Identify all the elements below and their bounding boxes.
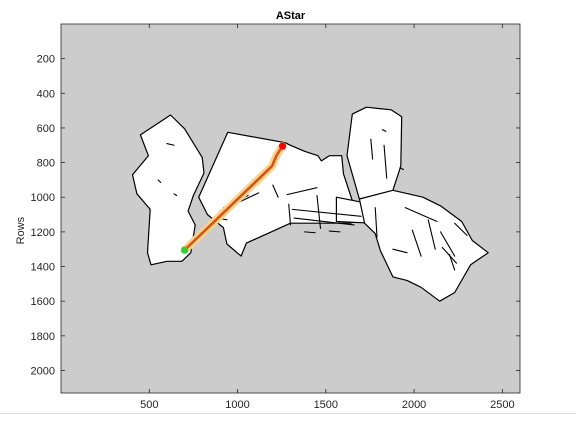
wall-segment bbox=[411, 229, 422, 257]
wall-segment bbox=[381, 129, 387, 132]
wall-segment bbox=[328, 230, 341, 233]
wall-segment bbox=[370, 138, 374, 160]
x-axis: 500 1000 1500 2000 2500 bbox=[140, 24, 515, 411]
wall-segment bbox=[454, 222, 468, 236]
free-space-north-east-tower bbox=[346, 106, 403, 200]
markers-layer bbox=[180, 142, 287, 254]
y-axis: 200 400 600 800 1000 1200 1400 1600 1800 2000 bbox=[31, 54, 520, 377]
free-space-south-east-wing bbox=[358, 189, 489, 302]
goal-marker bbox=[278, 142, 287, 150]
wall-segment bbox=[173, 193, 178, 197]
x-tick-label: 500 bbox=[140, 399, 158, 411]
x-tick-label: 1500 bbox=[314, 399, 338, 411]
wall-segment bbox=[304, 231, 316, 234]
y-tick-label: 800 bbox=[37, 158, 55, 170]
y-tick-label: 1800 bbox=[31, 331, 55, 343]
wall-segment bbox=[399, 167, 405, 171]
wall-segment bbox=[288, 203, 292, 226]
wall-segment bbox=[404, 207, 438, 223]
path-layer bbox=[180, 142, 287, 255]
x-tick-label: 2500 bbox=[490, 399, 514, 411]
y-axis-label: Rows bbox=[15, 216, 27, 244]
axes-frame bbox=[60, 23, 521, 394]
wall-segment bbox=[383, 144, 388, 179]
y-tick-label: 1200 bbox=[31, 227, 55, 239]
x-tick-label: 1000 bbox=[225, 399, 249, 411]
wall-segment bbox=[448, 253, 456, 271]
start-marker bbox=[180, 246, 189, 254]
wall-segment bbox=[291, 208, 362, 217]
free-space-west-wing bbox=[131, 114, 205, 266]
wall-segment bbox=[157, 179, 162, 184]
wall-segment bbox=[286, 187, 318, 196]
free-space-layer bbox=[131, 106, 489, 302]
y-tick-label: 1400 bbox=[31, 262, 55, 274]
figure-bottom-rule bbox=[0, 413, 576, 414]
free-space-central-hall bbox=[198, 131, 362, 257]
x-tick-label: 2000 bbox=[402, 399, 426, 411]
wall-segment bbox=[316, 194, 322, 229]
wall-segment bbox=[272, 184, 279, 198]
wall-segment bbox=[166, 142, 175, 146]
y-tick-label: 1600 bbox=[31, 296, 55, 308]
y-tick-label: 2000 bbox=[31, 365, 55, 377]
chart-title: AStar bbox=[276, 10, 306, 22]
wall-segment bbox=[427, 219, 436, 250]
wall-segment bbox=[293, 217, 355, 226]
wall-segment bbox=[392, 248, 408, 254]
wall-segment bbox=[374, 207, 378, 238]
wall-segment bbox=[440, 231, 456, 257]
y-tick-label: 1000 bbox=[31, 192, 55, 204]
y-tick-label: 600 bbox=[37, 123, 55, 135]
y-tick-label: 400 bbox=[37, 88, 55, 100]
astar-path-line bbox=[183, 144, 284, 252]
y-tick-label: 200 bbox=[37, 54, 55, 66]
